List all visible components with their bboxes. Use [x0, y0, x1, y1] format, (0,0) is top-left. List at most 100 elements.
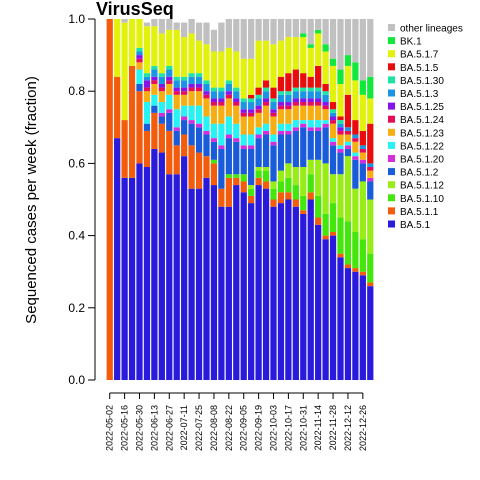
bar-segment-ba-5-1-23-2022-10-31 — [300, 105, 307, 121]
bar-segment-ba-5-1-25-2022-11-14 — [315, 98, 322, 103]
bar-segment-ba-5-1-3-2022-08-15 — [218, 91, 225, 99]
bar-segment-ba-5-1-5-2022-10-24 — [292, 69, 299, 88]
bar-segment-ba-5-1-1-2022-06-13 — [151, 112, 158, 149]
bar-segment-ba-5-1-24-2022-06-27 — [166, 80, 173, 84]
bar-segment-bk-1-2022-10-31 — [300, 33, 307, 38]
bar-segment-ba-5-1-2-2022-11-21 — [322, 127, 329, 164]
bar-segment-ba-5-1-7-2022-06-20 — [158, 33, 165, 74]
bar-segment-ba-5-1-2022-08-08 — [210, 185, 218, 380]
bar-segment-ba-5-1-7-2022-08-01 — [203, 44, 210, 81]
bar-segment-ba-5-1-23-2022-11-14 — [315, 105, 322, 121]
legend-label: BA.5.1.30 — [400, 76, 444, 87]
bar-segment-bk-1-2022-12-26 — [359, 80, 366, 95]
bar-segment-ba-5-1-22-2022-10-03 — [270, 134, 277, 142]
x-tick-label: 2022-08-22 — [224, 405, 234, 451]
bar-segment-ba-5-1-30-2022-10-17 — [285, 91, 292, 95]
bar-segment-ba-5-1-23-2022-11-07 — [307, 105, 314, 121]
bar-segment-ba-5-1-2022-10-10 — [277, 203, 285, 380]
bar-segment-other-lineages-2022-10-10 — [277, 19, 285, 41]
bar-segment-ba-5-1-30-2022-05-30 — [136, 47, 143, 52]
bar-segment-ba-5-1-3-2022-06-20 — [158, 76, 165, 84]
bar-segment-ba-5-1-2022-09-12 — [248, 203, 255, 380]
bar-segment-ba-5-1-1-2022-12-19 — [352, 268, 359, 272]
bar-segment-bk-1-2022-12-05 — [337, 69, 344, 84]
bar-segment-ba-5-1-1-2022-09-19 — [255, 177, 262, 186]
bar-segment-ba-5-1-1-2022-07-18 — [188, 145, 195, 189]
bar-segment-ba-5-1-2-2022-12-12 — [344, 148, 352, 157]
bar-segment-other-lineages-2022-09-12 — [248, 19, 255, 59]
bar-segment-ba-5-1-30-2022-06-27 — [166, 65, 173, 70]
bar-segment-other-lineages-2022-10-24 — [292, 19, 299, 38]
bar-segment-ba-5-1-23-2022-10-03 — [270, 116, 277, 135]
legend-swatch — [388, 141, 395, 149]
bar-segment-ba-5-1-1-2022-09-26 — [262, 181, 270, 189]
bar-segment-ba-5-1-25-2022-09-26 — [262, 98, 270, 103]
legend: other lineages BK.1 BA.5.1.7 BA.5.1.5 BA.5.1… — [388, 24, 463, 231]
bar-segment-ba-5-1-23-2022-06-27 — [166, 83, 173, 95]
bar-segment-ba-5-1-20-2022-09-05 — [240, 145, 247, 149]
bar-segment-ba-5-1-3-2022-12-12 — [344, 127, 352, 131]
y-axis: 0.0 0.2 0.4 0.6 0.8 1.0 — [68, 12, 96, 387]
bar-segment-ba-5-1-2-2022-07-25 — [195, 127, 203, 153]
bar-segment-ba-5-1-5-2022-11-07 — [307, 76, 314, 88]
bar-segment-ba-5-1-10-2022-08-22 — [225, 174, 232, 178]
bar-segment-other-lineages-2022-08-15 — [218, 22, 225, 52]
bar-segment-ba-5-1-2-2022-09-12 — [248, 148, 255, 186]
legend-swatch — [388, 155, 395, 162]
bar-segment-ba-5-1-2-2022-06-06 — [143, 123, 151, 131]
bar-segment-ba-5-1-1-2022-11-21 — [322, 235, 329, 240]
bar-segment-ba-5-1-1-2022-05-23 — [128, 65, 136, 178]
bar-segment-ba-5-1-20-2022-10-17 — [285, 130, 292, 135]
bar-segment-ba-5-1-25-2022-06-27 — [166, 76, 173, 81]
bar-segment-ba-5-1-23-2022-10-10 — [277, 109, 285, 124]
bar-segment-ba-5-1-5-2022-09-19 — [255, 87, 262, 95]
bar-segment-ba-5-1-1-2022-08-22 — [225, 177, 232, 207]
bar-segment-ba-5-1-30-2022-09-12 — [248, 98, 255, 103]
bar-segment-ba-5-1-22-2022-05-30 — [136, 69, 143, 84]
bar-segment-ba-5-1-22-2022-08-15 — [218, 123, 225, 146]
bar-segment-ba-5-1-20-2022-08-22 — [225, 134, 232, 139]
legend-label: BA.5.1.5 — [400, 63, 439, 74]
bar-segment-ba-5-1-25-2022-10-17 — [285, 102, 292, 106]
bar-segment-ba-5-1-7-2022-09-19 — [255, 40, 262, 88]
bar-segment-other-lineages-2022-11-28 — [329, 19, 337, 59]
bar-segment-ba-5-1-30-2022-06-06 — [143, 73, 151, 77]
bar-segment-ba-5-1-12-2022-10-24 — [292, 167, 299, 186]
legend-swatch — [388, 220, 395, 228]
bar-segment-ba-5-1-10-2022-09-12 — [248, 188, 255, 196]
bar-segment-ba-5-1-5-2023-01-02 — [367, 123, 374, 164]
bar-segment-ba-5-1-22-2022-08-08 — [210, 123, 218, 139]
bar-segment-other-lineages-2022-10-03 — [270, 19, 277, 45]
legend-label: BK.1 — [400, 37, 422, 48]
bar-segment-ba-5-1-1-2022-10-17 — [285, 192, 292, 200]
bar-segment-ba-5-1-20-2022-12-05 — [337, 148, 344, 153]
bar-segment-ba-5-1-20-2022-08-01 — [203, 130, 210, 135]
bar-segment-other-lineages-2022-12-26 — [359, 19, 366, 81]
bar-segment-ba-5-1-22-2022-06-20 — [158, 102, 165, 113]
bar-segment-ba-5-1-3-2022-09-26 — [262, 91, 270, 99]
bar-segment-ba-5-1-24-2022-11-28 — [329, 120, 337, 124]
bar-segment-ba-5-1-30-2022-06-13 — [151, 65, 158, 70]
bar-segment-ba-5-1-24-2022-11-14 — [315, 102, 322, 106]
bar-segment-ba-5-1-23-2022-12-12 — [344, 134, 352, 142]
bar-segment-ba-5-1-2-2022-09-26 — [262, 134, 270, 168]
bar-segment-other-lineages-2022-07-11 — [181, 22, 188, 38]
bar-segment-ba-5-1-5-2022-11-21 — [322, 83, 329, 92]
bar-segment-ba-5-1-2022-06-13 — [151, 148, 158, 380]
bar-segment-ba-5-1-2-2022-10-03 — [270, 145, 277, 182]
bar-segment-other-lineages-2022-07-04 — [173, 22, 180, 30]
legend-label: BA.5.1.7 — [400, 50, 439, 61]
bar-segment-ba-5-1-7-2022-10-24 — [292, 37, 299, 70]
bar-segment-ba-5-1-25-2022-10-31 — [300, 98, 307, 103]
bar-segment-ba-5-1-22-2022-07-04 — [173, 109, 180, 128]
bar-segment-ba-5-1-20-2022-06-27 — [166, 109, 173, 113]
bar-segment-ba-5-1-3-2022-08-22 — [225, 83, 232, 92]
bar-segment-ba-5-1-1-2022-09-05 — [240, 181, 247, 193]
bar-segment-ba-5-1-2-2022-11-14 — [315, 130, 322, 160]
bar-segment-ba-5-1-24-2022-06-06 — [143, 87, 151, 92]
bar-segment-ba-5-1-23-2022-08-29 — [233, 105, 240, 124]
legend-swatch — [388, 128, 395, 136]
bar-segment-ba-5-1-2022-11-07 — [307, 199, 314, 380]
bar-segment-ba-5-1-1-2022-06-27 — [166, 130, 173, 175]
bar-segment-ba-5-1-24-2022-11-21 — [322, 105, 329, 110]
